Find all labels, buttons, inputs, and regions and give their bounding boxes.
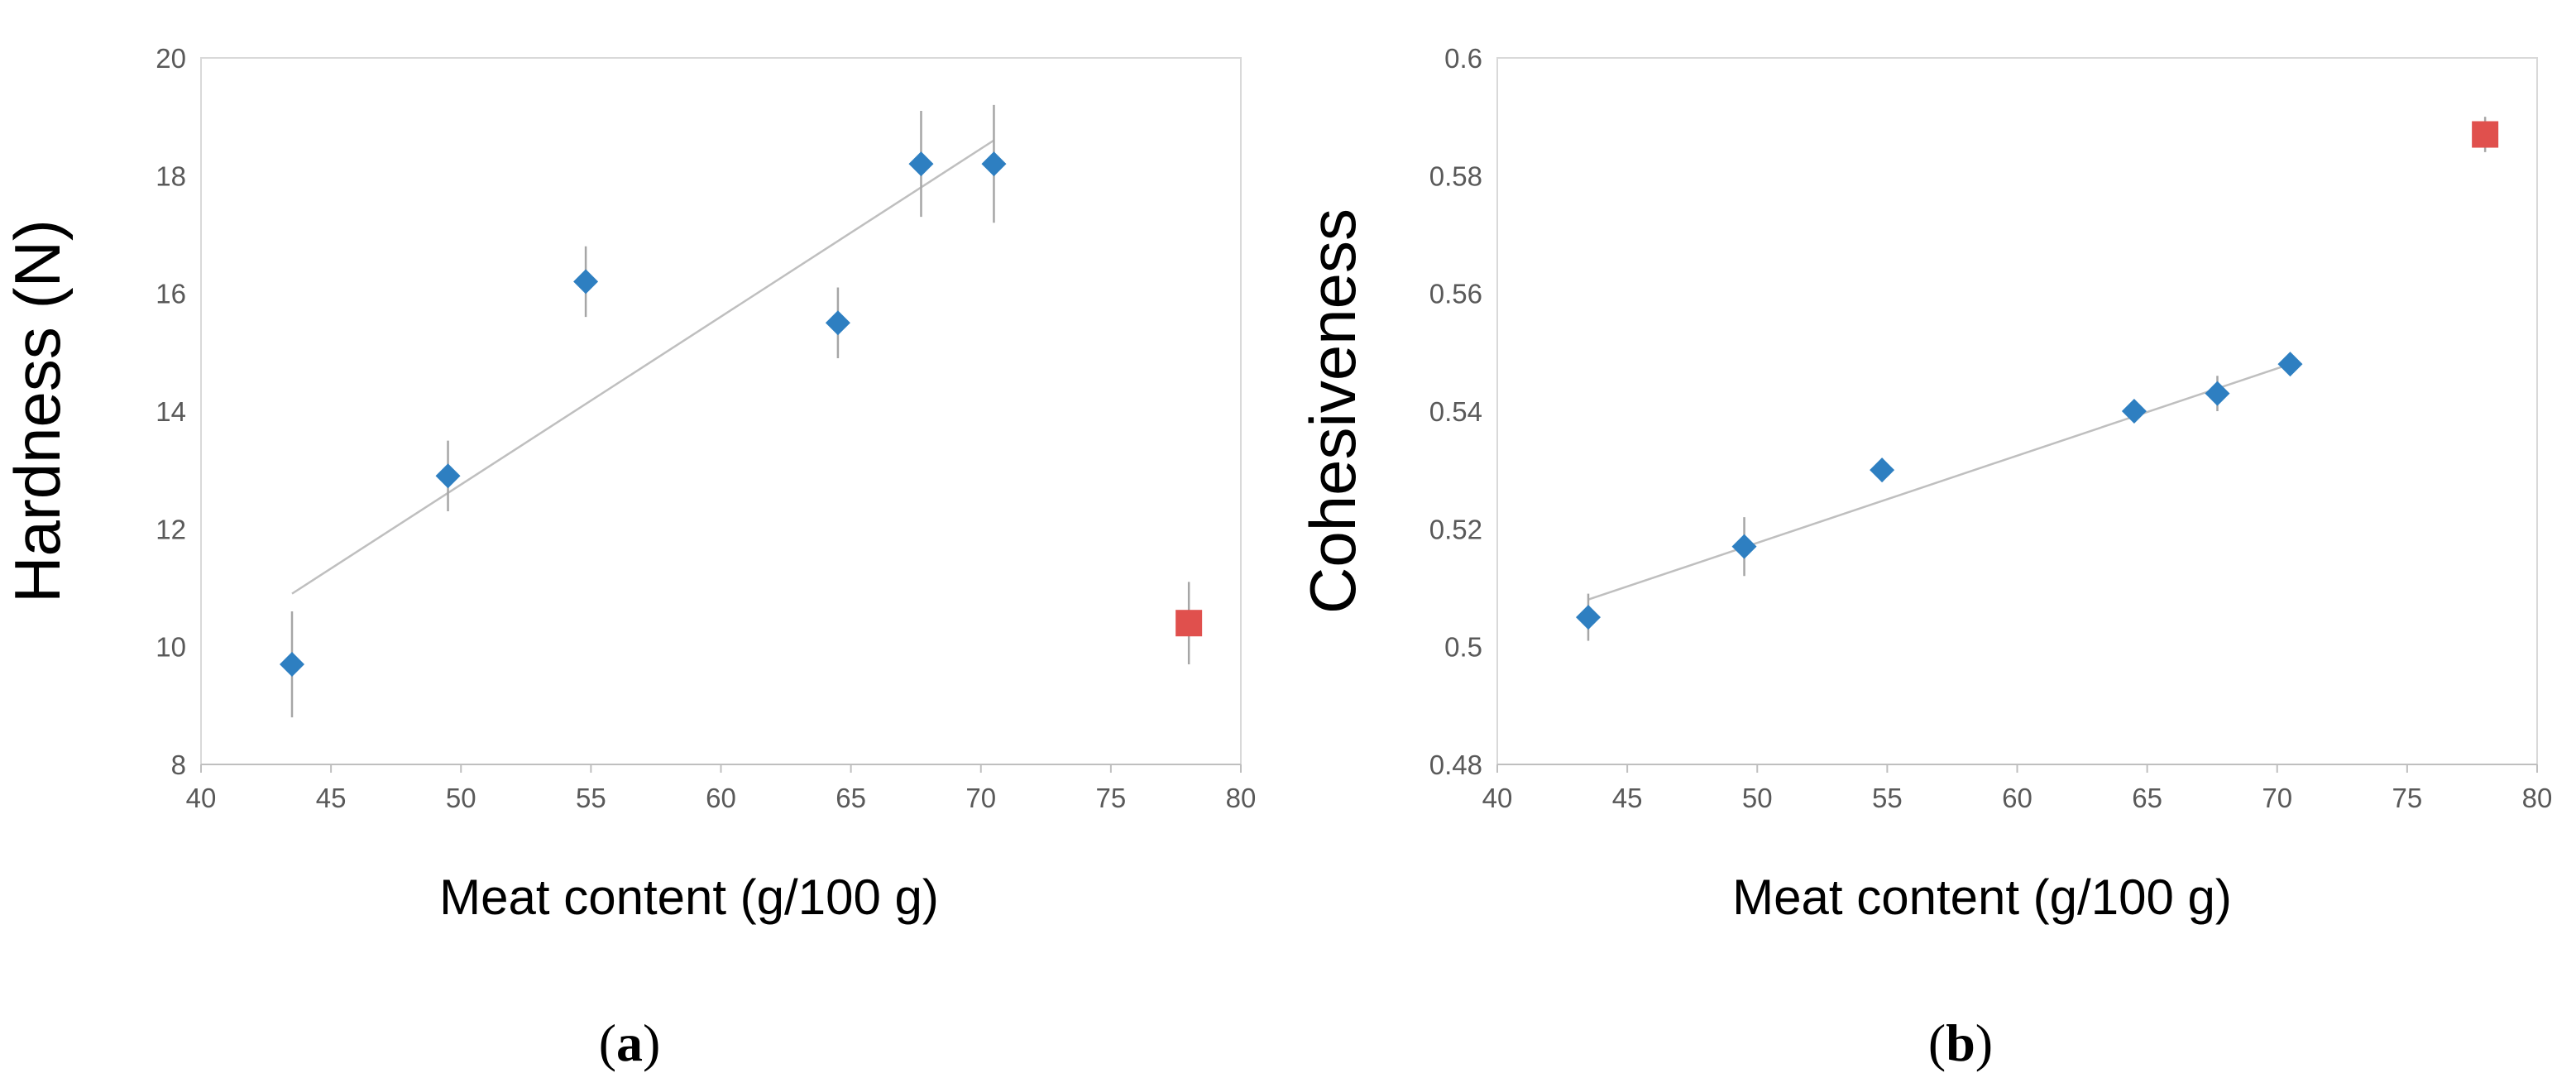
x-tick-label: 45: [316, 783, 347, 813]
data-point: [981, 151, 1007, 177]
plot-area-b: [1496, 57, 2538, 765]
x-tick-label: 45: [1612, 783, 1643, 813]
x-tick-label: 70: [965, 783, 996, 813]
data-point: [2121, 399, 2147, 424]
data-point: [825, 310, 850, 336]
y-axis-label-a: Hardness (N): [1, 219, 74, 603]
y-tick-label: 0.6: [1444, 43, 1482, 74]
y-tick-label: 14: [156, 396, 186, 427]
x-tick-label: 80: [1226, 783, 1257, 813]
trendline: [1587, 362, 2291, 601]
trendline: [291, 139, 995, 595]
x-tick-label: 80: [2522, 783, 2553, 813]
x-axis-label-a: Meat content (g/100 g): [439, 869, 939, 925]
y-tick-label: 20: [156, 43, 186, 74]
data-point: [2205, 381, 2230, 406]
x-tick-label: 75: [1096, 783, 1127, 813]
y-tick-label: 0.52: [1429, 514, 1482, 544]
y-tick-label: 18: [156, 160, 186, 191]
data-point: [908, 151, 934, 177]
y-tick-label: 10: [156, 632, 186, 663]
panel-label-a: (a): [599, 1013, 661, 1072]
y-tick-label: 12: [156, 514, 186, 544]
y-tick-label: 0.56: [1429, 279, 1482, 309]
y-tick-label: 16: [156, 279, 186, 309]
data-point: [1870, 457, 1895, 483]
y-tick-label: 0.58: [1429, 160, 1482, 191]
y-tick-label: 8: [171, 750, 186, 780]
data-point: [2277, 352, 2303, 377]
chart-panel-a: Hardness (N) Meat content (g/100 g) 40 45…: [1, 43, 1256, 1072]
y-tick-label: 0.5: [1444, 632, 1482, 663]
data-point-reference: [1175, 610, 1203, 637]
x-tick-label: 55: [1872, 783, 1903, 813]
data-point: [435, 463, 461, 489]
panel-label-b: (b): [1928, 1013, 1993, 1072]
data-point: [1731, 534, 1757, 559]
x-tick-label: 60: [2002, 783, 2033, 813]
y-axis-label-b: Cohesiveness: [1296, 208, 1369, 614]
y-tick-label: 0.54: [1429, 396, 1482, 427]
x-tick-label: 70: [2262, 783, 2292, 813]
x-tick-label: 55: [576, 783, 606, 813]
x-axis-label-b: Meat content (g/100 g): [1732, 869, 2232, 925]
plot-area-a: [200, 57, 1242, 765]
data-point-reference: [2472, 121, 2499, 148]
data-point: [279, 652, 304, 678]
x-tick-label: 65: [836, 783, 866, 813]
x-tick-label: 65: [2132, 783, 2162, 813]
x-tick-label: 60: [706, 783, 736, 813]
x-tick-label: 40: [186, 783, 217, 813]
data-point: [573, 269, 599, 295]
x-tick-label: 50: [1742, 783, 1773, 813]
x-tick-label: 40: [1482, 783, 1513, 813]
data-point: [1575, 605, 1601, 630]
x-tick-label: 50: [446, 783, 476, 813]
chart-panel-b: Cohesiveness Meat content (g/100 g) 40 45…: [1296, 43, 2552, 1072]
x-tick-label: 75: [2392, 783, 2423, 813]
y-tick-label: 0.48: [1429, 750, 1482, 780]
